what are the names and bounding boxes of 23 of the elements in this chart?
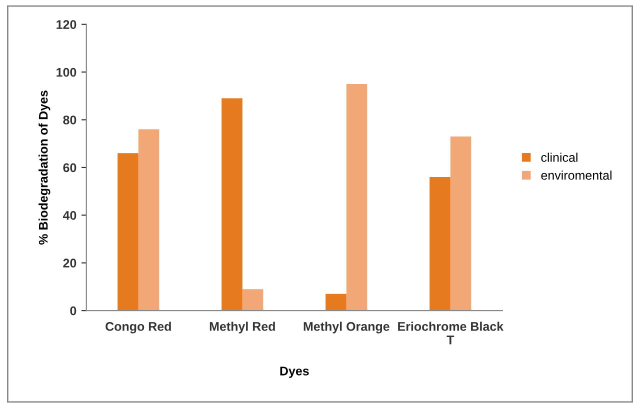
x-tick-label: Eriochrome Black T: [398, 322, 504, 344]
x-tick-label: Congo Red: [106, 322, 171, 334]
y-axis-title: % Biodegradation of Dyes: [38, 90, 50, 245]
legend-label: enviromental: [541, 170, 612, 180]
x-tick-label: Methyl Orange: [304, 322, 390, 334]
bar: [222, 98, 242, 311]
y-tick-label: 40: [62, 210, 76, 220]
y-tick-label: 100: [56, 68, 76, 77]
y-tick-label: 80: [63, 116, 76, 124]
bar: [118, 153, 138, 311]
x-axis-title: Dyes: [280, 366, 309, 378]
bar: [346, 84, 368, 311]
y-tick-label: 60: [63, 163, 76, 172]
bar: [138, 129, 160, 311]
y-tick-label: 120: [56, 20, 76, 30]
bar: [430, 177, 450, 311]
y-tick-label: 0: [70, 306, 76, 316]
bar: [450, 136, 472, 311]
y-tick-label: 20: [63, 258, 76, 268]
legend-label: clinical: [541, 152, 578, 162]
bar: [242, 289, 264, 311]
bar: [326, 294, 346, 311]
x-tick-label: Methyl Red: [210, 322, 275, 334]
